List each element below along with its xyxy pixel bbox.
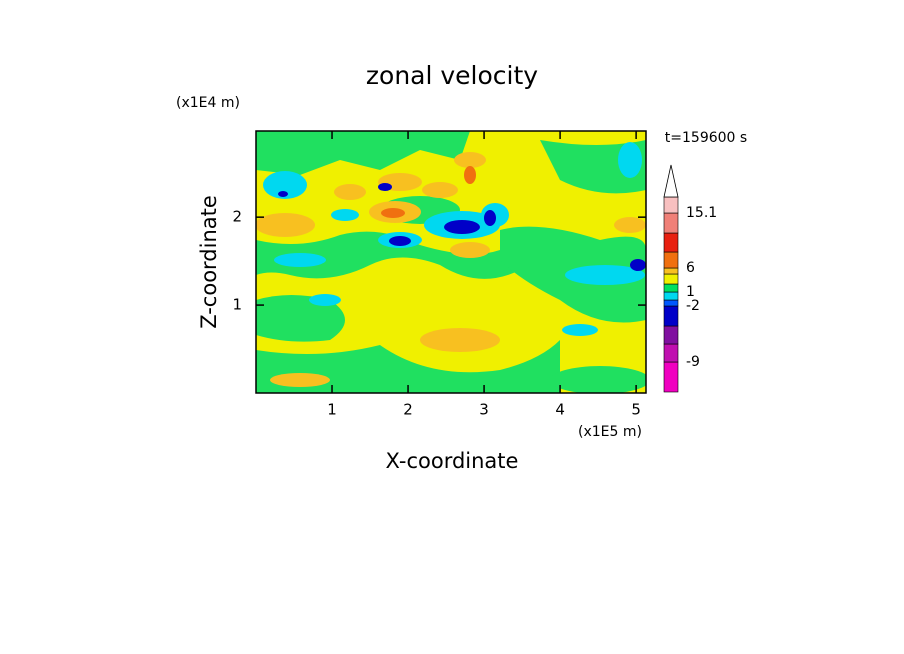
chart-title: zonal velocity xyxy=(366,61,538,90)
colorbar-band xyxy=(663,273,679,285)
x-unit: (x1E5 m) xyxy=(578,424,642,440)
colorbar-band xyxy=(663,232,679,253)
plot-frame xyxy=(255,130,647,394)
x-tick-label: 5 xyxy=(631,401,641,419)
colorbar-band xyxy=(663,325,679,345)
colorbar-band xyxy=(663,283,679,293)
colorbar: -9 -21 6 15.1 xyxy=(663,164,717,393)
x-tick-label: 4 xyxy=(555,401,565,419)
colorbar-extend xyxy=(663,164,679,198)
colorbar-band xyxy=(663,212,679,234)
colorbar-band xyxy=(663,291,679,301)
x-tick-label: 2 xyxy=(403,401,413,419)
x-tick-label: 1 xyxy=(327,401,337,419)
colorbar-band xyxy=(663,196,679,214)
colorbar-band xyxy=(663,267,679,275)
y-tick-label: 2 xyxy=(232,208,242,226)
x-axis-title: X-coordinate xyxy=(386,449,519,473)
colorbar-band xyxy=(663,299,679,307)
x-tick-label: 3 xyxy=(479,401,489,419)
colorbar-label: 15.1 xyxy=(686,205,717,221)
y-tick-label: 1 xyxy=(232,296,242,314)
colorbar-band xyxy=(663,343,679,363)
colorbar-label: 6 xyxy=(686,260,695,276)
colorbar-band xyxy=(663,361,679,393)
time-annotation: t=159600 s xyxy=(665,130,747,146)
colorbar-band xyxy=(663,305,679,327)
colorbar-label: 1 xyxy=(686,284,695,300)
colorbar-label: -9 xyxy=(686,354,700,370)
y-axis-title: Z-coordinate xyxy=(197,195,221,329)
contour-field xyxy=(256,131,646,393)
colorbar-label: -2 xyxy=(686,298,700,314)
colorbar-band xyxy=(663,251,679,269)
y-unit: (x1E4 m) xyxy=(176,95,240,111)
